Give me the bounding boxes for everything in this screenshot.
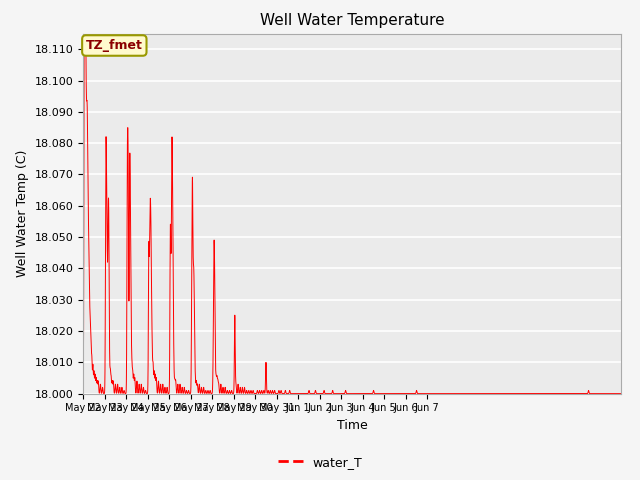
water_T <box>289 391 296 396</box>
water_T <box>102 228 109 233</box>
Text: TZ_fmet: TZ_fmet <box>86 39 143 52</box>
Legend: water_T: water_T <box>273 451 367 474</box>
water_T <box>589 391 596 396</box>
water_T <box>79 384 87 390</box>
Line: water_T: water_T <box>83 0 621 394</box>
water_T <box>82 14 90 20</box>
water_T <box>617 391 625 396</box>
water_T <box>111 382 119 387</box>
X-axis label: Time: Time <box>337 419 367 432</box>
water_T <box>342 390 350 396</box>
Y-axis label: Well Water Temp (C): Well Water Temp (C) <box>16 150 29 277</box>
water_T <box>185 388 193 394</box>
Title: Well Water Temperature: Well Water Temperature <box>260 13 444 28</box>
